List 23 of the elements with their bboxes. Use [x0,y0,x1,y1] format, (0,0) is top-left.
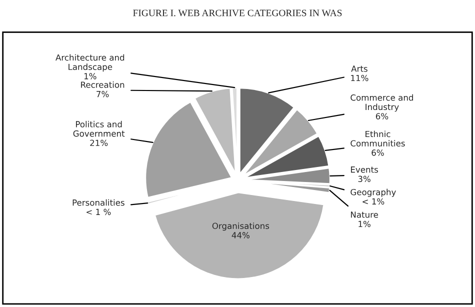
slice-label: Events [351,166,378,173]
slice-label: Recreation [81,81,124,88]
slice-label: Commerce and Industry [350,94,413,112]
data-label: 3% [358,176,370,182]
slice-label: Nature [351,212,378,218]
data-label: < 1 % [86,208,111,216]
data-label: 11% [351,74,368,82]
slice-label: Ethnic Communities [350,130,405,146]
slice-label: Architecture and Landscape [56,54,124,72]
data-label: 21% [90,140,108,146]
slice-label: Personalities [72,199,124,206]
data-label: 1% [84,73,96,80]
slice-label: Politics and Government [73,120,125,137]
slice-label: Arts [351,66,368,72]
data-label: 1% [358,220,370,228]
data-label: 6% [372,150,384,156]
data-label: < 1% [362,198,384,205]
slice-label: Geography [350,188,396,197]
slice-label: Organisations [212,222,270,231]
data-label: 44% [232,232,250,238]
data-label: 7% [96,90,109,98]
data-label: 6% [376,113,388,120]
chart-title: FIGURE I. WEB ARCHIVE CATEGORIES IN WAS [133,10,342,16]
